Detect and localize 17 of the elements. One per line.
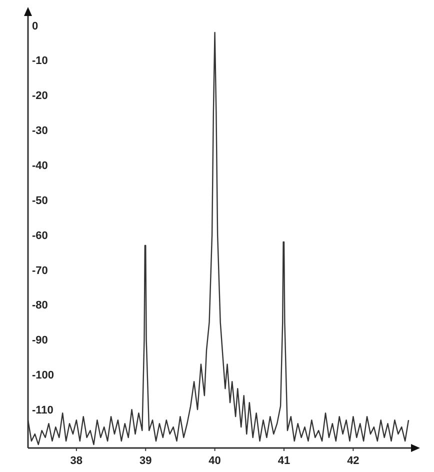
x-tick-label: 42 xyxy=(347,455,360,467)
x-tick-label: 41 xyxy=(278,455,290,467)
y-tick-label: -70 xyxy=(32,264,48,277)
x-tick-label: 39 xyxy=(139,455,152,467)
x-tick-label: 40 xyxy=(208,455,221,467)
y-tick-label: -10 xyxy=(32,55,48,68)
y-tick-label: -80 xyxy=(32,300,48,312)
y-tick-label: -40 xyxy=(32,160,48,172)
y-tick-label: -110 xyxy=(32,404,54,416)
y-tick-label: -90 xyxy=(32,334,48,347)
y-tick-label: -60 xyxy=(32,230,48,242)
y-tick-label: -100 xyxy=(32,370,54,382)
y-tick-label: -30 xyxy=(32,125,48,138)
y-tick-label: -20 xyxy=(32,90,48,102)
y-tick-label: -50 xyxy=(32,194,48,207)
x-tick-label: 38 xyxy=(70,455,83,467)
y-tick-label: 0 xyxy=(32,20,38,32)
